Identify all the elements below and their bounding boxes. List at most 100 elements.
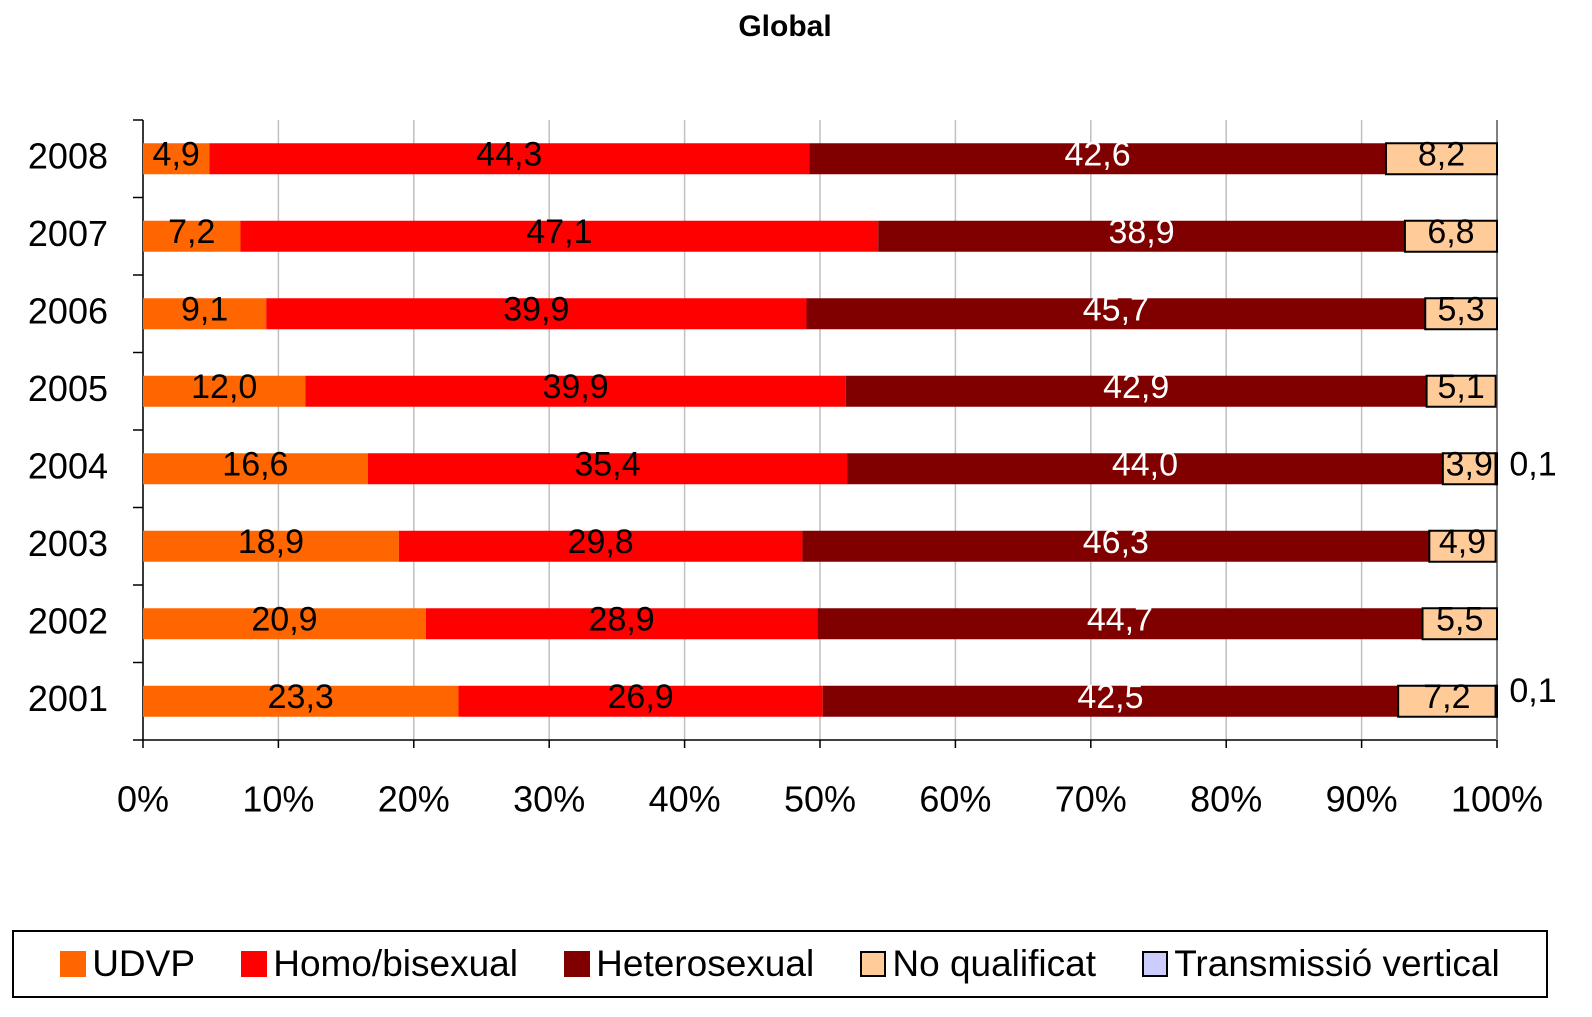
legend-entry: Transmissió vertical	[1142, 943, 1500, 985]
x-tick-label: 100%	[1451, 779, 1543, 820]
x-tick-label: 20%	[378, 779, 450, 820]
legend-swatch	[860, 951, 887, 977]
y-tick-label: 2005	[28, 368, 108, 409]
legend-label: Transmissió vertical	[1174, 943, 1500, 984]
bar-segment	[822, 685, 1399, 717]
bar-segment	[425, 608, 818, 640]
legend-label: Heterosexual	[596, 943, 815, 984]
chart-title: Global	[738, 10, 831, 43]
x-tick-label: 90%	[1326, 779, 1398, 820]
value-label: 7,2	[1423, 678, 1470, 716]
bar-segment	[209, 143, 810, 175]
x-tick-label: 40%	[649, 779, 721, 820]
y-tick-label: 2001	[28, 678, 108, 719]
bar-segment	[266, 298, 807, 330]
value-label: 8,2	[1418, 136, 1465, 174]
value-label: 29,8	[568, 523, 634, 561]
bar-segment	[458, 685, 823, 717]
value-label: 42,5	[1077, 678, 1143, 716]
y-tick-label: 2006	[28, 290, 108, 331]
value-label: 45,7	[1083, 291, 1149, 329]
value-label: 12,0	[191, 368, 257, 406]
value-label: 0,1	[1509, 446, 1556, 484]
legend-label: Homo/bisexual	[273, 943, 518, 984]
x-tick-label: 10%	[242, 779, 314, 820]
x-tick-label: 80%	[1190, 779, 1262, 820]
legend-swatch	[241, 951, 268, 977]
bar-segment	[398, 530, 803, 562]
legend: UDVP Homo/bisexual Heterosexual No qualific…	[12, 930, 1548, 998]
value-label: 42,6	[1064, 136, 1130, 174]
legend-entry: UDVP	[60, 943, 195, 985]
value-label: 4,9	[153, 136, 200, 174]
bar-segment	[1397, 684, 1497, 718]
value-label: 23,3	[268, 678, 334, 716]
value-label: 44,3	[476, 136, 542, 174]
bar-segment	[143, 453, 368, 485]
value-label: 16,6	[222, 446, 288, 484]
bar-segment	[1425, 374, 1497, 408]
value-label: 7,2	[168, 213, 215, 251]
value-label: 6,8	[1427, 213, 1474, 251]
bar-segment	[367, 453, 848, 485]
value-label: 35,4	[574, 446, 640, 484]
bar-segment	[1494, 452, 1498, 486]
legend-entry: Heterosexual	[564, 943, 814, 985]
value-label: 47,1	[526, 213, 592, 251]
bar-segment	[305, 375, 846, 407]
value-label: 0,1	[1509, 672, 1556, 710]
y-tick-label: 2008	[28, 135, 108, 176]
bar-segment	[143, 685, 459, 717]
bar-segment	[143, 375, 306, 407]
legend-label: UDVP	[92, 943, 196, 984]
value-label: 5,1	[1437, 368, 1484, 406]
bar-segment	[240, 220, 879, 252]
x-tick-label: 60%	[919, 779, 991, 820]
y-tick-label: 2004	[28, 445, 108, 486]
value-label: 18,9	[238, 523, 304, 561]
bar-segment	[1428, 529, 1497, 563]
value-label: 20,9	[251, 601, 317, 639]
bar-segment	[817, 608, 1423, 640]
value-label: 28,9	[589, 601, 655, 639]
bar-segment	[1494, 684, 1498, 718]
value-label: 3,9	[1446, 446, 1493, 484]
legend-entry: No qualificat	[860, 943, 1096, 985]
y-tick-label: 2002	[28, 600, 108, 641]
legend-label: No qualificat	[892, 943, 1096, 984]
value-label: 26,9	[608, 678, 674, 716]
bar-segment	[143, 143, 210, 175]
bar-segment	[845, 375, 1427, 407]
bar-segment	[806, 298, 1426, 330]
bar-segment	[1384, 142, 1499, 176]
x-tick-label: 30%	[513, 779, 585, 820]
chart: Global 0% 10% 20% 30% 40% 50% 60% 70% 80% 90% 100%…	[28, 10, 1557, 820]
bar-segment	[1441, 452, 1497, 486]
x-tick-label: 50%	[784, 779, 856, 820]
value-label: 44,0	[1112, 446, 1178, 484]
legend-swatch	[60, 951, 87, 977]
bar-segment	[143, 298, 267, 330]
value-label: 4,9	[1439, 523, 1486, 561]
bar-segment	[1424, 297, 1499, 331]
y-tick-label: 2003	[28, 523, 108, 564]
legend-swatch	[564, 951, 591, 977]
bar-segment	[1421, 607, 1499, 641]
value-label: 9,1	[181, 291, 228, 329]
y-tick-label: 2007	[28, 213, 108, 254]
bar-segment	[143, 220, 241, 252]
bar-segment	[809, 143, 1386, 175]
value-label: 5,3	[1437, 291, 1484, 329]
bar-segment	[802, 530, 1430, 562]
legend-entry: Homo/bisexual	[241, 943, 518, 985]
bar-segment	[143, 608, 426, 640]
x-tick-label: 70%	[1055, 779, 1127, 820]
legend-swatch	[1142, 951, 1169, 977]
value-label: 39,9	[543, 368, 609, 406]
x-tick-label: 0%	[117, 779, 169, 820]
value-label: 46,3	[1083, 523, 1149, 561]
bar-segment	[878, 220, 1405, 252]
value-label: 39,9	[503, 291, 569, 329]
value-label: 44,7	[1087, 601, 1153, 639]
